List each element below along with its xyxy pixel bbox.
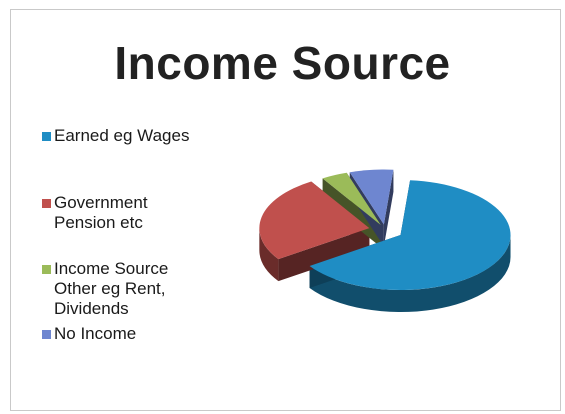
pie-slice-face-1-0 bbox=[278, 228, 370, 282]
legend-label-no-income: No Income bbox=[54, 324, 137, 343]
legend-item-government: Government Pension etc bbox=[42, 193, 167, 233]
slide-title: Income Source bbox=[114, 37, 451, 89]
legend-item-earned: Earned eg Wages bbox=[42, 126, 242, 146]
pie-slice-3 bbox=[349, 169, 394, 225]
legend-swatch-no-income bbox=[42, 330, 51, 339]
pie-slice-wall-1 bbox=[259, 228, 279, 282]
legend-label-government: Government Pension etc bbox=[54, 193, 148, 232]
legend-label-other: Income Source Other eg Rent, Dividends bbox=[54, 259, 169, 318]
pie-chart bbox=[259, 169, 511, 313]
legend-item-other: Income Source Other eg Rent, Dividends bbox=[42, 259, 192, 319]
legend-swatch-earned bbox=[42, 132, 51, 141]
pie-slice-face-2-0 bbox=[322, 178, 381, 248]
pie-slice-wall-0 bbox=[309, 235, 511, 313]
pie-slice-2 bbox=[322, 172, 381, 226]
legend-label-earned: Earned eg Wages bbox=[54, 126, 190, 145]
legend-item-no-income: No Income bbox=[42, 324, 242, 344]
legend-swatch-other bbox=[42, 265, 51, 274]
legend-swatch-government bbox=[42, 199, 51, 208]
pie-slice-face-3-1 bbox=[383, 169, 394, 247]
pie-slice-1 bbox=[259, 181, 370, 260]
pie-slice-0 bbox=[309, 180, 511, 291]
